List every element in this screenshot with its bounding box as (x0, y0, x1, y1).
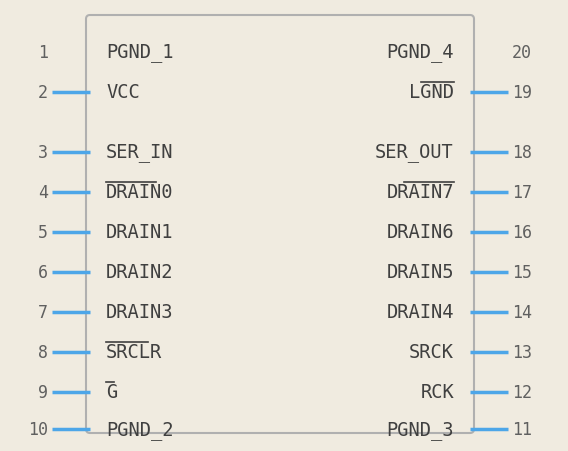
Text: DRAIN0: DRAIN0 (106, 183, 173, 202)
Text: 9: 9 (38, 383, 48, 401)
Text: 5: 5 (38, 224, 48, 241)
Text: DRAIN6: DRAIN6 (386, 223, 454, 242)
Text: 17: 17 (512, 184, 532, 202)
Text: DRAIN2: DRAIN2 (106, 263, 173, 282)
Text: PGND_4: PGND_4 (386, 43, 454, 62)
Text: 4: 4 (38, 184, 48, 202)
Text: VCC: VCC (106, 83, 140, 102)
Text: 7: 7 (38, 304, 48, 321)
Text: DRAIN5: DRAIN5 (386, 263, 454, 282)
Text: DRAIN4: DRAIN4 (386, 303, 454, 322)
Text: 1: 1 (38, 44, 48, 62)
Text: PGND_3: PGND_3 (386, 419, 454, 438)
Text: 8: 8 (38, 343, 48, 361)
Text: 14: 14 (512, 304, 532, 321)
Text: LGND: LGND (409, 83, 454, 102)
Text: G: G (106, 382, 117, 401)
Text: DRAIN7: DRAIN7 (386, 183, 454, 202)
Text: DRAIN1: DRAIN1 (106, 223, 173, 242)
Text: DRAIN3: DRAIN3 (106, 303, 173, 322)
Text: 20: 20 (512, 44, 532, 62)
Text: 12: 12 (512, 383, 532, 401)
Text: 10: 10 (28, 420, 48, 438)
Text: PGND_1: PGND_1 (106, 43, 173, 62)
Text: 16: 16 (512, 224, 532, 241)
Text: 13: 13 (512, 343, 532, 361)
Text: SRCK: SRCK (409, 343, 454, 362)
FancyBboxPatch shape (86, 16, 474, 433)
Text: 2: 2 (38, 84, 48, 102)
Text: 3: 3 (38, 144, 48, 161)
Text: RCK: RCK (420, 382, 454, 401)
Text: 19: 19 (512, 84, 532, 102)
Text: SER_IN: SER_IN (106, 143, 173, 162)
Text: PGND_2: PGND_2 (106, 419, 173, 438)
Text: SER_OUT: SER_OUT (375, 143, 454, 162)
Text: 6: 6 (38, 263, 48, 281)
Text: 18: 18 (512, 144, 532, 161)
Text: 11: 11 (512, 420, 532, 438)
Text: SRCLR: SRCLR (106, 343, 162, 362)
Text: 15: 15 (512, 263, 532, 281)
